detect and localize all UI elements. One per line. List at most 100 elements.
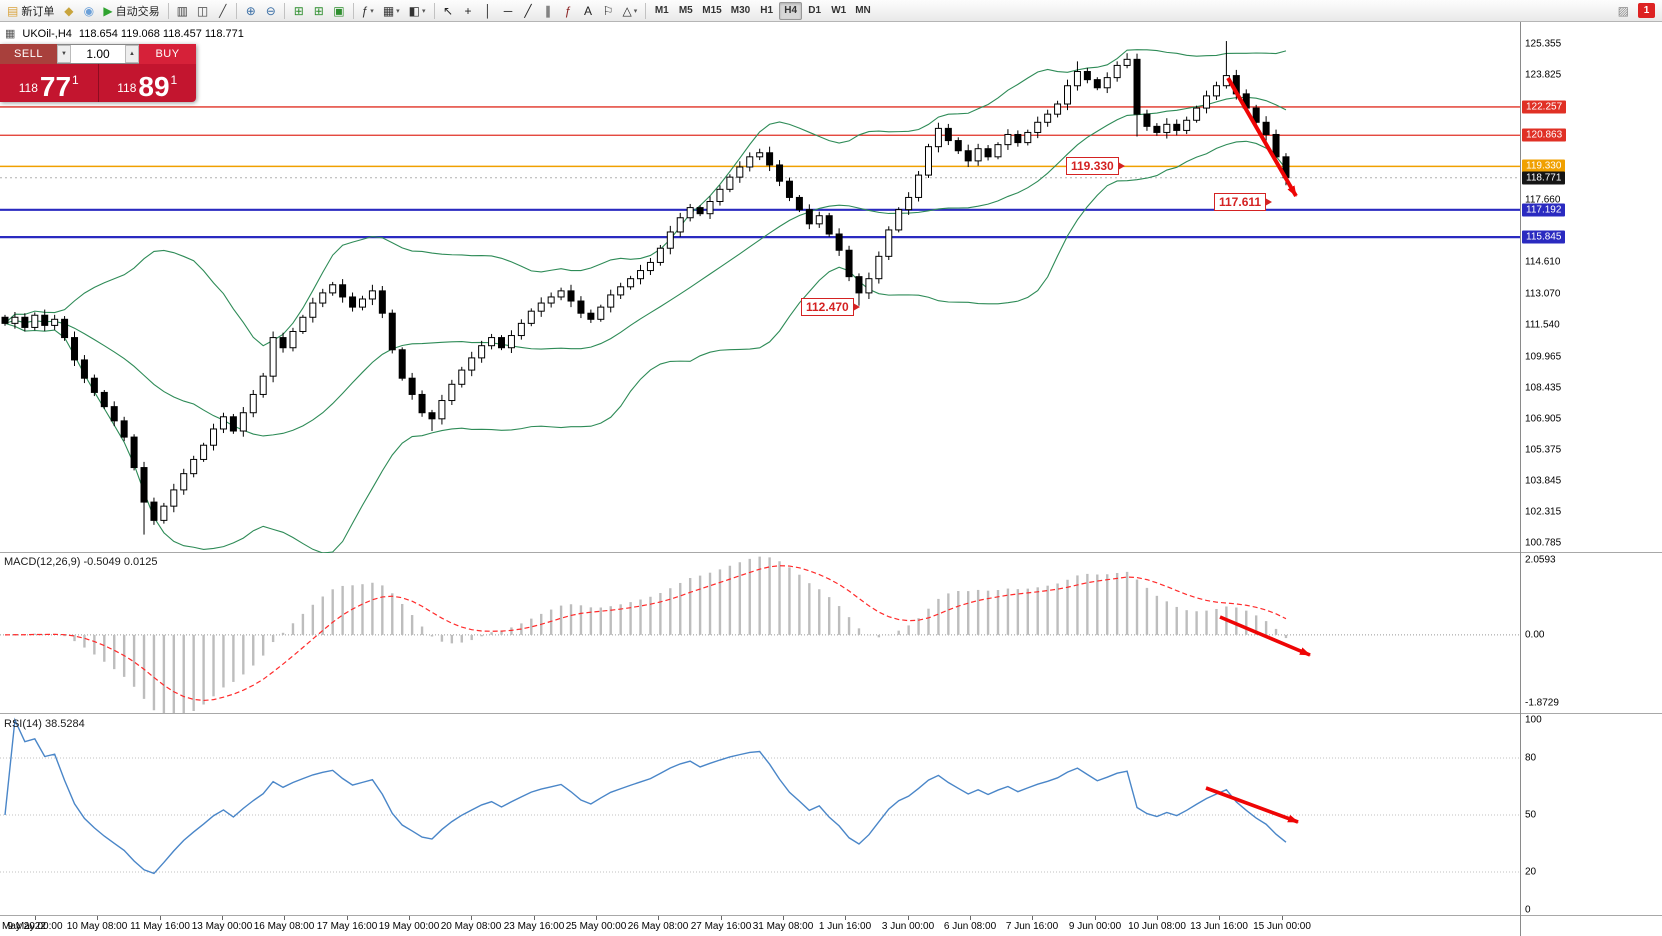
crosshair-tool-icon: + bbox=[464, 3, 472, 18]
candle bbox=[756, 152, 764, 158]
volume-decrease-button[interactable]: ▼ bbox=[57, 45, 71, 63]
time-axis-label: 19 May 00:00 bbox=[378, 921, 440, 932]
candle bbox=[11, 316, 19, 324]
price-axis-label: 122.257 bbox=[1522, 100, 1567, 114]
candle bbox=[1262, 121, 1270, 135]
zoom-in-icon[interactable]: ⊕ bbox=[241, 2, 260, 20]
arrange-windows-icon[interactable]: ▣ bbox=[329, 2, 348, 20]
timeframe-w1[interactable]: W1 bbox=[827, 2, 850, 20]
new-order-button[interactable]: ▤ 新订单 bbox=[3, 2, 58, 20]
timeframe-h1[interactable]: H1 bbox=[755, 2, 778, 20]
candlestick-chart-icon[interactable]: ◫ bbox=[193, 2, 212, 20]
price-annotation-label[interactable]: 112.470 bbox=[801, 298, 860, 316]
candle bbox=[269, 337, 277, 377]
candle bbox=[1212, 85, 1220, 97]
timeframe-d1[interactable]: D1 bbox=[803, 2, 826, 20]
macd-panel[interactable] bbox=[0, 553, 1662, 714]
price-annotation-label[interactable]: 119.330 bbox=[1066, 157, 1125, 175]
time-axis[interactable]: May 2022 9 May 00:00 10 May 08:00 11 May 16… bbox=[0, 916, 1662, 936]
line-chart-icon[interactable]: ╱ bbox=[213, 2, 232, 20]
bar-chart-icon[interactable]: ▥ bbox=[173, 2, 192, 20]
autotrading-button[interactable]: ▶ 自动交易 bbox=[99, 2, 163, 20]
cascade-windows-icon[interactable]: ⊞ bbox=[309, 2, 328, 20]
candle bbox=[180, 473, 188, 491]
buy-price-display[interactable]: 118 89 1 bbox=[99, 64, 197, 102]
fibonacci-tool[interactable]: ƒ bbox=[559, 2, 578, 20]
rsi-canvas[interactable] bbox=[0, 714, 1520, 915]
candle bbox=[229, 416, 237, 432]
candle bbox=[726, 176, 734, 190]
cursor-tool[interactable]: ↖ bbox=[439, 2, 458, 20]
time-axis-tick bbox=[97, 916, 98, 920]
volume-input[interactable] bbox=[71, 45, 125, 63]
news-icon[interactable]: ▨ bbox=[1614, 2, 1633, 20]
candle bbox=[825, 215, 833, 235]
main-chart-panel[interactable]: ▦ UKOil-,H4 118.654 119.068 118.457 118.… bbox=[0, 22, 1662, 553]
volume-increase-button[interactable]: ▲ bbox=[125, 45, 139, 63]
rsi-panel[interactable] bbox=[0, 714, 1662, 916]
trend-arrow[interactable] bbox=[1219, 615, 1311, 657]
candle bbox=[1024, 131, 1032, 144]
time-axis-tick bbox=[222, 916, 223, 920]
candle bbox=[130, 436, 138, 469]
sell-button[interactable]: SELL bbox=[0, 44, 57, 64]
community-icon[interactable]: ◉ bbox=[79, 2, 98, 20]
vertical-line-tool[interactable]: │ bbox=[479, 2, 498, 20]
tile-windows-icon[interactable]: ⊞ bbox=[289, 2, 308, 20]
trend-arrow[interactable] bbox=[1226, 77, 1298, 197]
candle bbox=[110, 406, 118, 422]
mql5-icon[interactable]: ◆ bbox=[59, 2, 78, 20]
trendline-tool[interactable]: ╱ bbox=[519, 2, 538, 20]
price-annotation-label[interactable]: 117.611 bbox=[1214, 193, 1273, 211]
price-axis[interactable]: 125.355 123.825 122.257 120.863 119.330 118.7… bbox=[1520, 22, 1662, 936]
autotrading-button-label: 自动交易 bbox=[115, 5, 160, 18]
candle bbox=[100, 391, 108, 408]
volume-field: ▼ ▲ bbox=[57, 44, 139, 64]
time-axis-tick bbox=[845, 916, 846, 920]
main-chart-canvas[interactable] bbox=[0, 22, 1520, 553]
candle bbox=[309, 302, 317, 318]
channel-tool[interactable]: ∥ bbox=[539, 2, 558, 20]
timeframe-m1[interactable]: M1 bbox=[650, 2, 673, 20]
candle bbox=[329, 284, 337, 294]
trendline-tool-icon: ╱ bbox=[524, 3, 532, 18]
trend-arrow[interactable] bbox=[1205, 786, 1299, 824]
text-tool[interactable]: A bbox=[579, 2, 598, 20]
timeframe-m30[interactable]: M30 bbox=[727, 2, 754, 20]
time-axis-tick bbox=[160, 916, 161, 920]
candle bbox=[249, 393, 257, 414]
timeframe-mn[interactable]: MN bbox=[851, 2, 875, 20]
alerts-badge[interactable]: 1 bbox=[1638, 3, 1655, 18]
candle bbox=[468, 357, 476, 371]
sell-price-display[interactable]: 118 77 1 bbox=[0, 64, 99, 102]
macd-canvas[interactable] bbox=[0, 553, 1520, 713]
candle bbox=[418, 393, 426, 414]
crosshair-tool[interactable]: + bbox=[459, 2, 478, 20]
zoom-out-icon[interactable]: ⊖ bbox=[261, 2, 280, 20]
time-axis-label: 25 May 00:00 bbox=[565, 921, 627, 932]
candle bbox=[210, 428, 218, 446]
horizontal-line-tool[interactable]: ─ bbox=[499, 2, 518, 20]
timeframe-m15[interactable]: M15 bbox=[698, 2, 725, 20]
price-axis-label: 125.355 bbox=[1525, 38, 1562, 50]
indicators-button[interactable]: ƒ ▾ bbox=[358, 2, 378, 20]
macd-indicator-label: MACD(12,26,9) -0.5049 0.0125 bbox=[4, 556, 158, 568]
candle bbox=[398, 349, 406, 379]
arrow-label-tool[interactable]: ⚐ bbox=[599, 2, 618, 20]
shapes-button[interactable]: △ ▾ bbox=[619, 2, 642, 20]
templates-button[interactable]: ◧ ▾ bbox=[405, 2, 430, 20]
timeframe-h4[interactable]: H4 bbox=[779, 1, 803, 20]
indicators-button-icon: ƒ bbox=[361, 3, 369, 18]
candle bbox=[1133, 58, 1141, 115]
timeframe-m5[interactable]: M5 bbox=[674, 2, 697, 20]
candle bbox=[607, 294, 615, 308]
buy-button[interactable]: BUY bbox=[139, 44, 196, 64]
cursor-tool-icon: ↖ bbox=[443, 3, 454, 18]
price-axis-label: 105.375 bbox=[1525, 444, 1562, 456]
new-order-button-icon: ▤ bbox=[7, 3, 19, 18]
time-axis-tick bbox=[409, 916, 410, 920]
time-axis-tick bbox=[1032, 916, 1033, 920]
candle bbox=[299, 316, 307, 332]
periods-button[interactable]: ▦ ▾ bbox=[379, 2, 404, 20]
toolbar-separator bbox=[433, 2, 435, 19]
